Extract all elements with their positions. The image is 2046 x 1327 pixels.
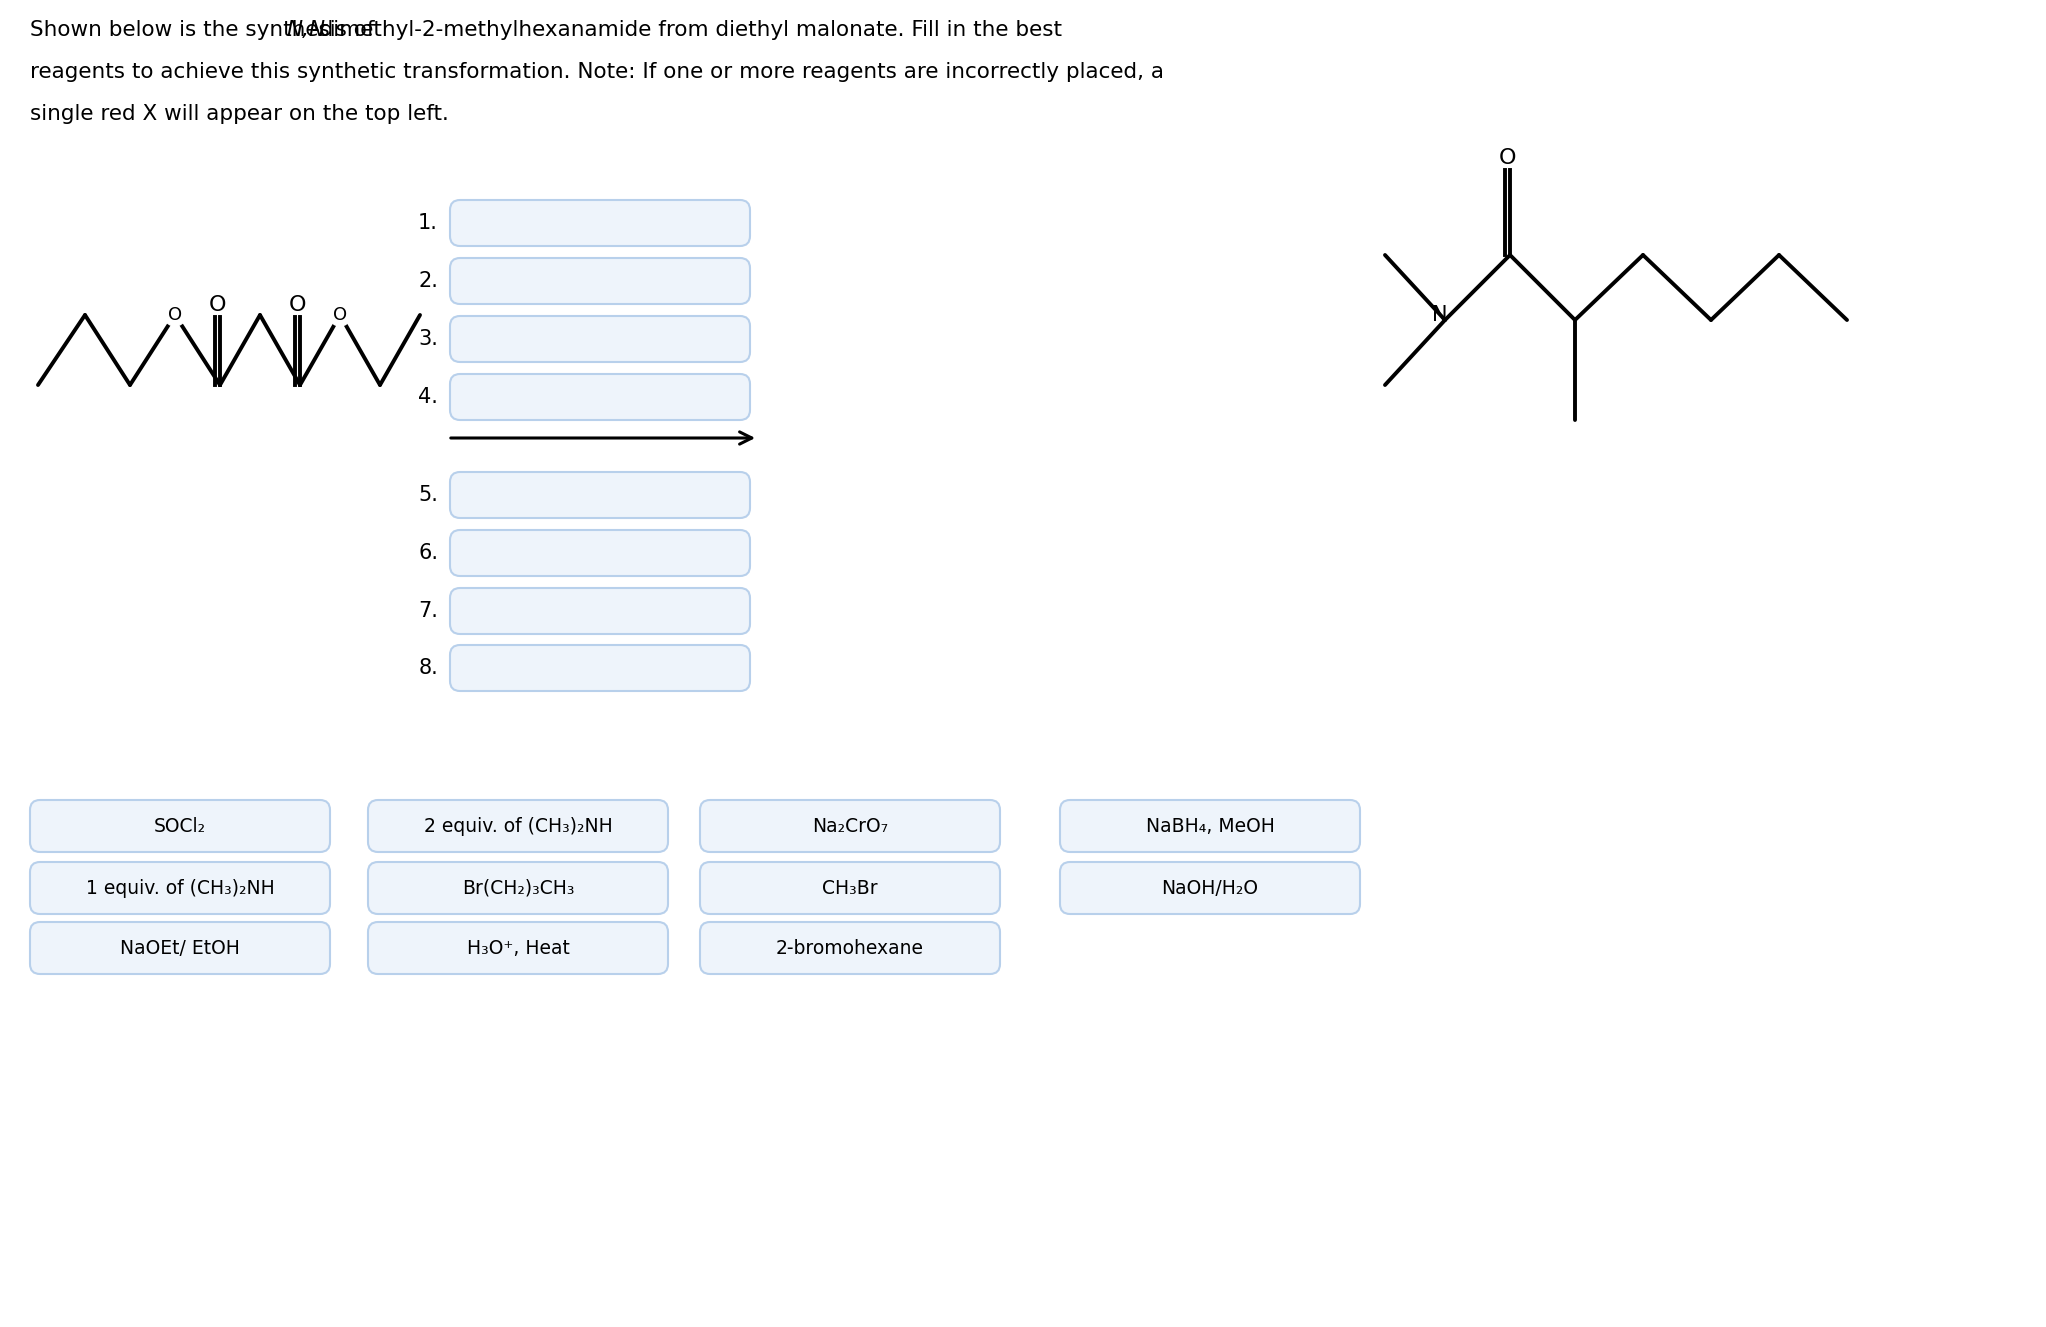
Text: 2 equiv. of (CH₃)₂NH: 2 equiv. of (CH₃)₂NH <box>424 816 612 836</box>
FancyBboxPatch shape <box>450 200 751 245</box>
FancyBboxPatch shape <box>368 863 667 914</box>
FancyBboxPatch shape <box>368 922 667 974</box>
Text: 6.: 6. <box>417 543 438 563</box>
Text: H₃O⁺, Heat: H₃O⁺, Heat <box>466 938 569 958</box>
Text: O: O <box>168 307 182 324</box>
Text: Na₂CrO₇: Na₂CrO₇ <box>812 816 888 836</box>
FancyBboxPatch shape <box>31 922 329 974</box>
FancyBboxPatch shape <box>700 800 1000 852</box>
FancyBboxPatch shape <box>450 257 751 304</box>
Text: reagents to achieve this synthetic transformation. Note: If one or more reagents: reagents to achieve this synthetic trans… <box>31 62 1164 82</box>
FancyBboxPatch shape <box>450 316 751 362</box>
FancyBboxPatch shape <box>700 863 1000 914</box>
Text: NaOEt/ EtOH: NaOEt/ EtOH <box>121 938 239 958</box>
Text: single red X will appear on the top left.: single red X will appear on the top left… <box>31 104 448 123</box>
Text: SOCl₂: SOCl₂ <box>153 816 207 836</box>
FancyBboxPatch shape <box>31 863 329 914</box>
Text: Br(CH₂)₃CH₃: Br(CH₂)₃CH₃ <box>462 878 575 897</box>
FancyBboxPatch shape <box>450 645 751 691</box>
Circle shape <box>329 304 352 326</box>
Text: 2-bromohexane: 2-bromohexane <box>775 938 925 958</box>
Circle shape <box>164 304 186 326</box>
Text: NaBH₄, MeOH: NaBH₄, MeOH <box>1146 816 1275 836</box>
FancyBboxPatch shape <box>450 588 751 634</box>
Text: 8.: 8. <box>417 658 438 678</box>
FancyBboxPatch shape <box>368 800 667 852</box>
Text: CH₃Br: CH₃Br <box>822 878 878 897</box>
FancyBboxPatch shape <box>1060 800 1361 852</box>
Text: N: N <box>1432 305 1449 325</box>
Text: 1.: 1. <box>417 214 438 234</box>
Text: NaOH/H₂O: NaOH/H₂O <box>1162 878 1258 897</box>
Text: N,N: N,N <box>286 20 325 40</box>
Text: 2.: 2. <box>417 271 438 291</box>
Text: 1 equiv. of (CH₃)₂NH: 1 equiv. of (CH₃)₂NH <box>86 878 274 897</box>
Text: 4.: 4. <box>417 387 438 407</box>
Text: O: O <box>333 307 348 324</box>
Text: O: O <box>288 295 307 314</box>
Text: O: O <box>1500 149 1516 169</box>
FancyBboxPatch shape <box>1060 863 1361 914</box>
FancyBboxPatch shape <box>31 800 329 852</box>
Text: 3.: 3. <box>417 329 438 349</box>
Text: O: O <box>209 295 227 314</box>
Text: 5.: 5. <box>417 484 438 506</box>
Text: -dimethyl-2-methylhexanamide from diethyl malonate. Fill in the best: -dimethyl-2-methylhexanamide from diethy… <box>311 20 1062 40</box>
FancyBboxPatch shape <box>450 472 751 518</box>
FancyBboxPatch shape <box>450 529 751 576</box>
Text: Shown below is the synthesis of: Shown below is the synthesis of <box>31 20 381 40</box>
FancyBboxPatch shape <box>700 922 1000 974</box>
FancyBboxPatch shape <box>450 374 751 421</box>
Text: 7.: 7. <box>417 601 438 621</box>
